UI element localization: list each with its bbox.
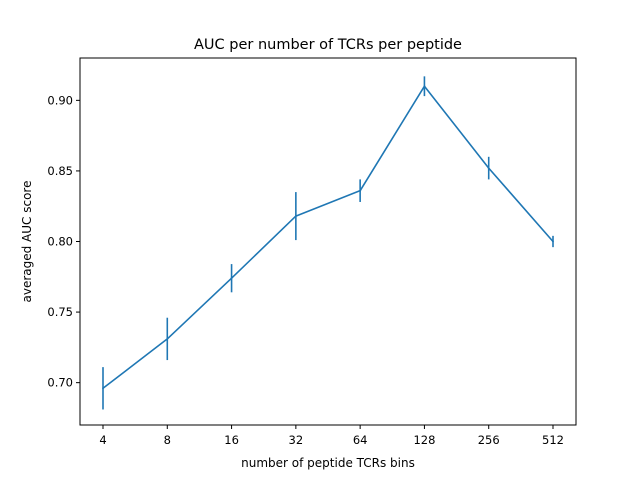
x-tick-label: 256 [478,433,500,447]
data-point [294,215,297,217]
x-tick-label: 8 [164,433,171,447]
data-point [359,189,362,192]
axes-frame [79,57,577,426]
x-tick-label: 128 [413,433,435,447]
plot-area: 4 8 16 32 64 128 256 512 0.70 0.75 0.80 0.85 0.90 [47,76,564,447]
data-point [166,337,169,340]
data-point [230,277,233,280]
x-tick-label: 16 [224,433,239,447]
chart-title: AUC per number of TCRs per peptide [194,37,462,53]
y-tick-label: 0.75 [47,305,73,319]
data-point [102,387,104,390]
data-point [487,167,490,170]
y-tick-label: 0.90 [47,93,73,107]
y-tick-label: 0.85 [47,164,73,178]
x-axis-label: number of peptide TCRs bins [241,456,415,470]
series-line [102,85,554,389]
data-point [423,85,426,88]
x-tick-label: 64 [353,433,368,447]
data-point [552,240,554,243]
x-tick-label: 512 [542,433,564,447]
y-axis-label: averaged AUC score [20,181,34,303]
x-tick-label: 32 [289,433,304,447]
y-tick-label: 0.80 [47,235,73,249]
x-tick-label: 4 [99,433,106,447]
y-tick-label: 0.70 [47,376,73,390]
